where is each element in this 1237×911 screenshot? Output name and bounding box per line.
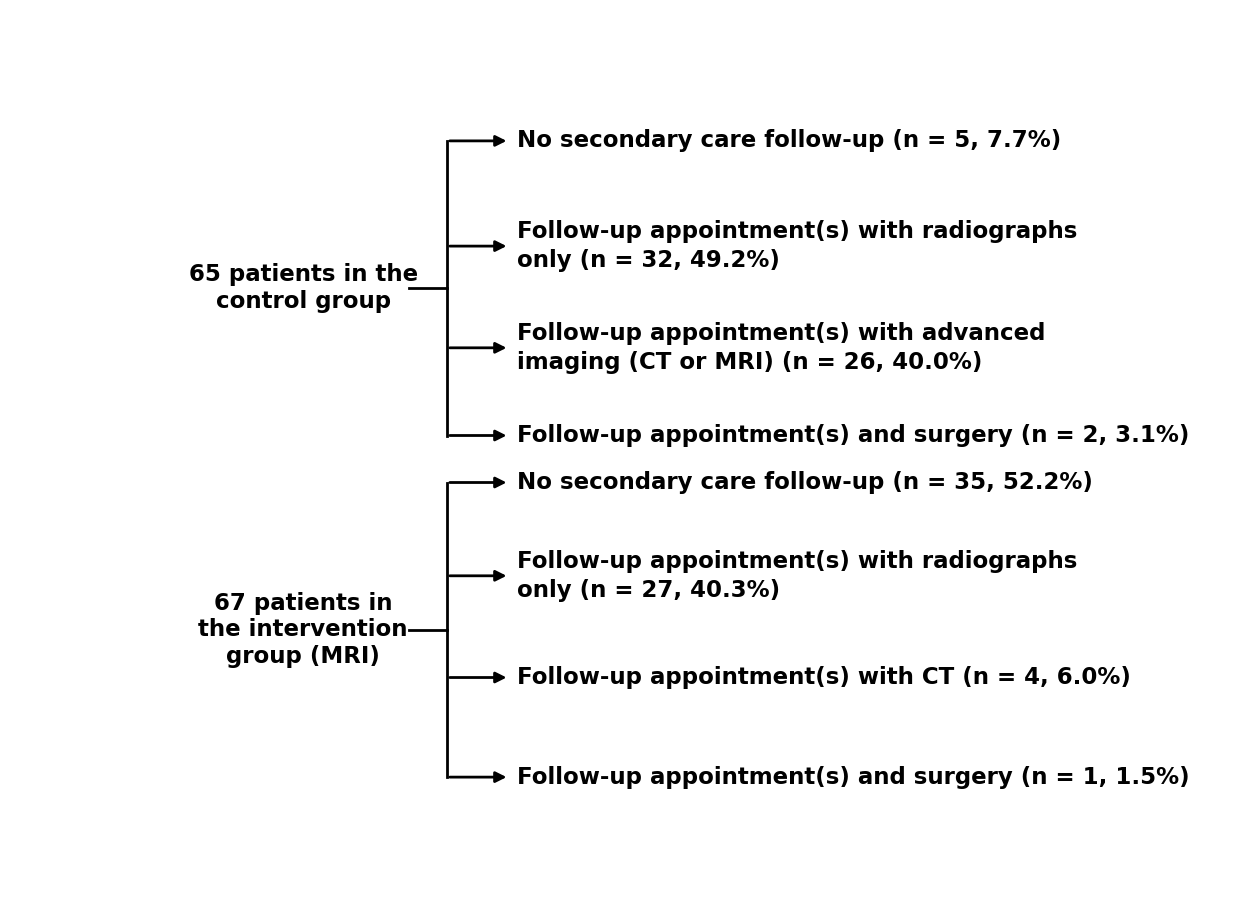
- Text: Follow-up appointment(s) with advanced
imaging (CT or MRI) (n = 26, 40.0%): Follow-up appointment(s) with advanced i…: [517, 322, 1045, 374]
- Text: 65 patients in the
control group: 65 patients in the control group: [189, 263, 418, 313]
- Text: No secondary care follow-up (n = 35, 52.2%): No secondary care follow-up (n = 35, 52.…: [517, 471, 1092, 494]
- Text: Follow-up appointment(s) and surgery (n = 1, 1.5%): Follow-up appointment(s) and surgery (n …: [517, 765, 1190, 789]
- Text: 67 patients in
the intervention
group (MRI): 67 patients in the intervention group (M…: [198, 592, 408, 668]
- Text: No secondary care follow-up (n = 5, 7.7%): No secondary care follow-up (n = 5, 7.7%…: [517, 129, 1061, 152]
- Text: Follow-up appointment(s) with radiographs
only (n = 27, 40.3%): Follow-up appointment(s) with radiograph…: [517, 549, 1077, 602]
- Text: Follow-up appointment(s) and surgery (n = 2, 3.1%): Follow-up appointment(s) and surgery (n …: [517, 424, 1190, 447]
- Text: Follow-up appointment(s) with radiographs
only (n = 32, 49.2%): Follow-up appointment(s) with radiograph…: [517, 220, 1077, 272]
- Text: Follow-up appointment(s) with CT (n = 4, 6.0%): Follow-up appointment(s) with CT (n = 4,…: [517, 666, 1131, 689]
